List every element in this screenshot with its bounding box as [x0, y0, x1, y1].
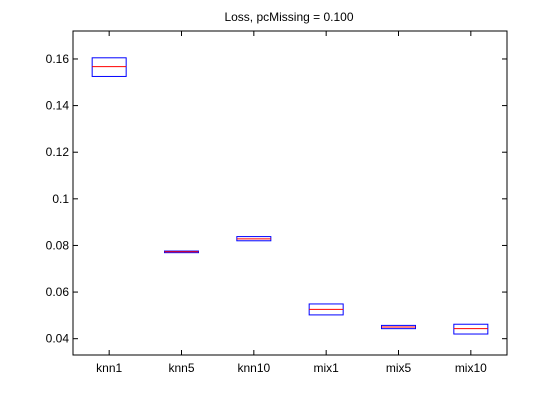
boxes-group: [91, 57, 489, 335]
x-axis: knn1 knn5 knn10 mix1 mix5 mix10: [96, 31, 487, 375]
x-tick-label-mix10: mix10: [455, 361, 487, 375]
x-tick-label-mix1: mix1: [313, 361, 339, 375]
y-tick-label: 0.06: [46, 285, 70, 299]
x-tick-label-knn5: knn5: [168, 361, 194, 375]
y-axis: 0.04 0.06 0.08 0.1 0.12 0.14 0.16: [46, 52, 507, 346]
chart-title: Loss, pcMissing = 0.100: [224, 10, 353, 24]
y-tick-label: 0.14: [46, 99, 70, 113]
x-tick-label-mix5: mix5: [386, 361, 412, 375]
x-tick-label-knn1: knn1: [96, 361, 122, 375]
y-tick-label: 0.04: [46, 332, 70, 346]
x-tick-label-knn10: knn10: [237, 361, 270, 375]
y-tick-label: 0.16: [46, 52, 70, 66]
y-tick-label: 0.1: [52, 192, 69, 206]
y-tick-label: 0.12: [46, 145, 70, 159]
plot-area: [72, 30, 508, 356]
y-tick-label: 0.08: [46, 238, 70, 252]
